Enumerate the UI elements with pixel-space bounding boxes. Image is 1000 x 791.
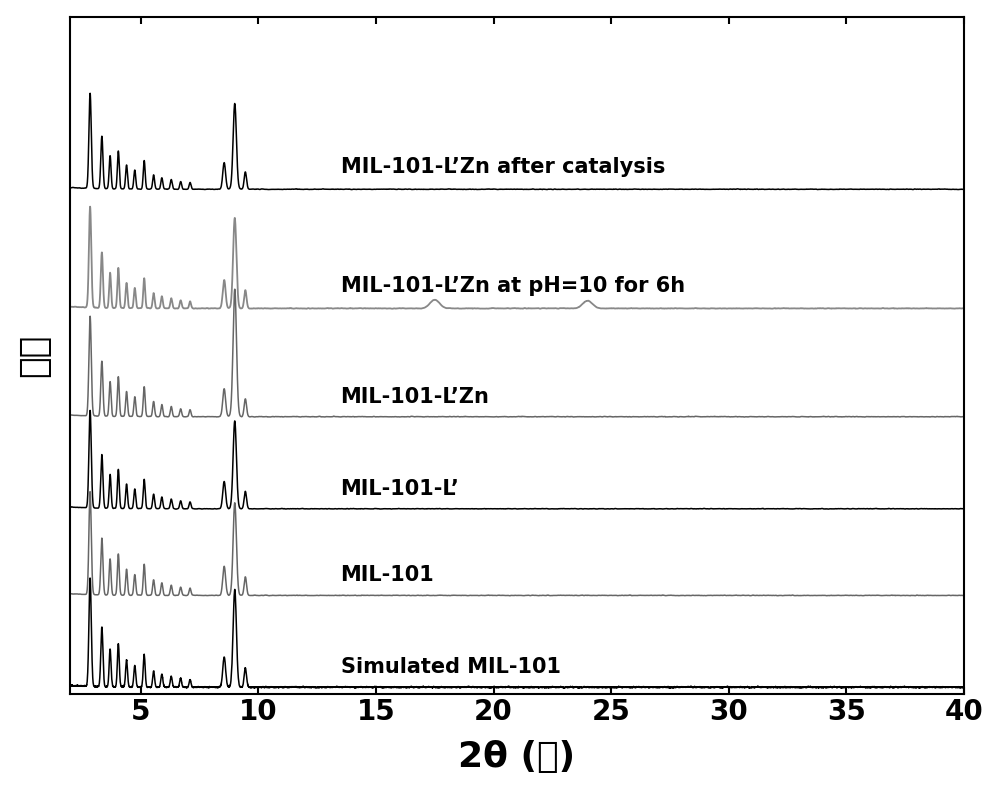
Text: MIL-101-L’: MIL-101-L’ (341, 479, 459, 498)
Y-axis label: 强度: 强度 (17, 334, 51, 377)
Text: Simulated MIL-101: Simulated MIL-101 (341, 657, 561, 677)
Text: MIL-101-L’Zn after catalysis: MIL-101-L’Zn after catalysis (341, 157, 665, 177)
Text: MIL-101: MIL-101 (341, 566, 434, 585)
Text: MIL-101-L’Zn at pH=10 for 6h: MIL-101-L’Zn at pH=10 for 6h (341, 276, 685, 296)
Text: MIL-101-L’Zn: MIL-101-L’Zn (341, 387, 489, 407)
X-axis label: 2θ (度): 2θ (度) (458, 740, 576, 774)
